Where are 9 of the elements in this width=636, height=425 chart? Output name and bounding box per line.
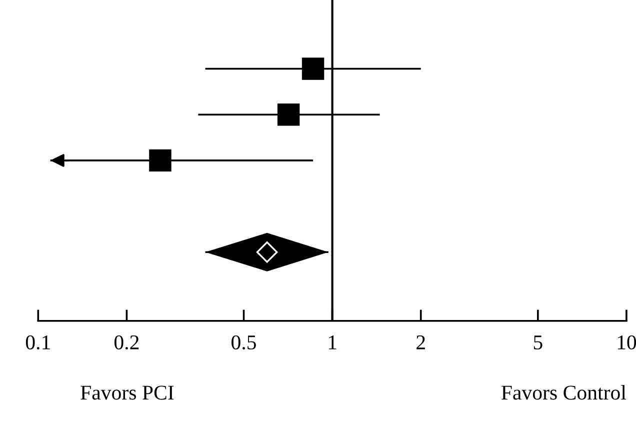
x-tick-label: 1 [328, 335, 336, 350]
x-tick-label: 5 [534, 336, 542, 350]
x-tick-label: 2 [416, 335, 425, 350]
x-tick-label: 0.5 [232, 335, 256, 350]
text: Favors PCI [80, 386, 174, 400]
x-tick-label: 0.1 [26, 335, 50, 350]
x-tick-label: 10 [618, 335, 636, 350]
text: Favors Control [501, 385, 626, 400]
x-tick-label: 0.2 [114, 335, 139, 350]
